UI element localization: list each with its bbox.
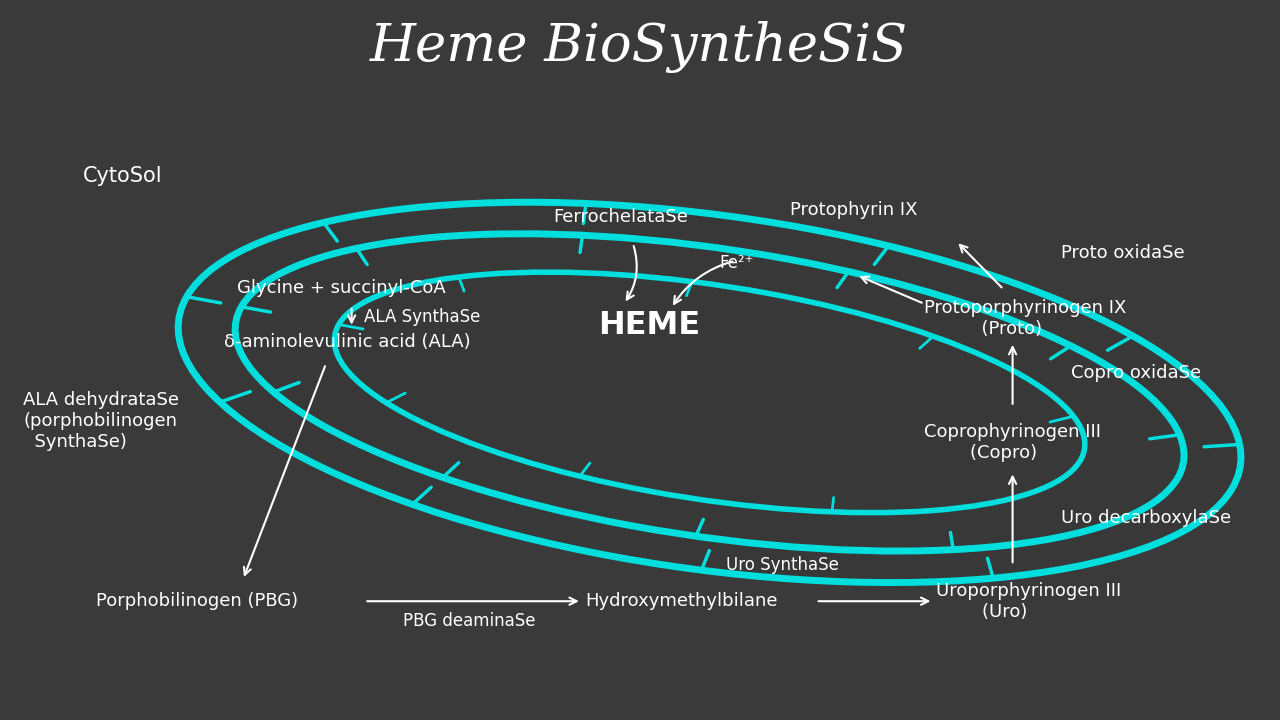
Text: CytoSol: CytoSol [83,166,163,186]
Text: Heme BioSyntheSiS: Heme BioSyntheSiS [370,21,909,73]
Text: Coprophyrinogen III
        (Copro): Coprophyrinogen III (Copro) [924,423,1101,462]
Text: Glycine + succinyl-CoA: Glycine + succinyl-CoA [237,279,445,297]
Text: Uro SynthaSe: Uro SynthaSe [726,556,840,575]
Text: Uroporphyrinogen III
        (Uro): Uroporphyrinogen III (Uro) [936,582,1121,621]
Text: Porphobilinogen (PBG): Porphobilinogen (PBG) [96,592,298,611]
Text: Fe²⁺: Fe²⁺ [719,254,754,272]
Ellipse shape [178,202,1240,582]
Text: Protophyrin IX: Protophyrin IX [790,202,918,220]
Text: Copro oxidaSe: Copro oxidaSe [1071,364,1202,382]
Text: Protoporphyrinogen IX
          (Proto): Protoporphyrinogen IX (Proto) [924,299,1126,338]
Text: ALA dehydrataSe
(porphobilinogen
  SynthaSe): ALA dehydrataSe (porphobilinogen SynthaS… [23,392,179,451]
Text: FerrochelataSe: FerrochelataSe [553,209,689,227]
Text: δ-aminolevulinic acid (ALA): δ-aminolevulinic acid (ALA) [224,333,470,351]
Text: PBG deaminaSe: PBG deaminaSe [403,612,535,629]
Text: Hydroxymethylbilane: Hydroxymethylbilane [585,592,778,611]
Text: ALA SynthaSe: ALA SynthaSe [365,308,481,325]
Text: Proto oxidaSe: Proto oxidaSe [1061,245,1185,263]
Text: Uro decarboxylaSe: Uro decarboxylaSe [1061,510,1231,527]
Text: HEME: HEME [599,310,700,341]
